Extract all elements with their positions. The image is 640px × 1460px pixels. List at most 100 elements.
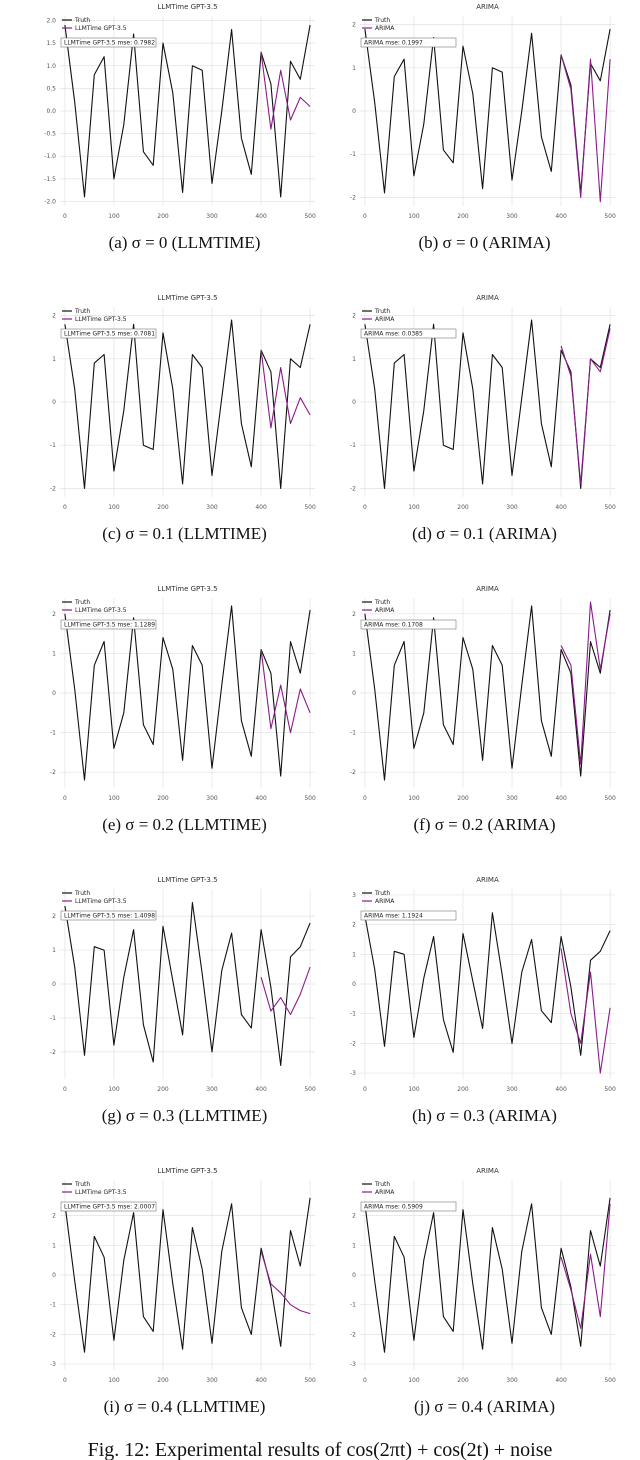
- x-tick-label: 200: [457, 795, 469, 802]
- x-tick-label: 400: [255, 795, 267, 802]
- y-tick-label: 0: [52, 1272, 56, 1279]
- y-tick-label: -2: [50, 485, 56, 492]
- legend-label: LLMTime GPT-3.5: [75, 1189, 127, 1196]
- x-tick-label: 500: [604, 795, 616, 802]
- x-tick-label: 200: [157, 1086, 169, 1093]
- x-tick-label: 300: [506, 1086, 518, 1093]
- y-tick-label: 2: [52, 913, 56, 920]
- series-line: [64, 1197, 311, 1353]
- series-line: [260, 1251, 311, 1315]
- y-tick-label: -3: [350, 1070, 356, 1077]
- subcaption: (e) σ = 0.2 (LLMTIME): [102, 815, 267, 834]
- series-line: [64, 24, 311, 198]
- x-tick-label: 100: [108, 504, 120, 511]
- legend-label: Truth: [374, 890, 390, 897]
- y-tick-label: 0: [352, 981, 356, 988]
- x-tick-label: 200: [457, 504, 469, 511]
- series-line: [260, 350, 311, 429]
- x-tick-label: 100: [408, 213, 420, 220]
- annotation: ARIMA mse: 0.5909: [364, 1204, 423, 1211]
- x-tick-label: 0: [363, 504, 367, 511]
- y-tick-label: 1: [52, 1242, 56, 1249]
- x-tick-label: 500: [304, 504, 316, 511]
- x-tick-label: 400: [255, 1086, 267, 1093]
- chart-title: ARIMA: [476, 3, 499, 11]
- annotation: LLMTime GPT-3.5 mse: 0.7081: [64, 331, 155, 338]
- series-line: [364, 28, 611, 194]
- legend-label: Truth: [374, 17, 390, 24]
- y-tick-label: 2: [52, 1213, 56, 1220]
- x-tick-label: 100: [408, 795, 420, 802]
- y-tick-label: 0: [352, 108, 356, 115]
- y-tick-label: 0: [52, 690, 56, 697]
- series-line: [560, 601, 611, 765]
- x-tick-label: 400: [255, 213, 267, 220]
- y-tick-label: -3: [50, 1361, 56, 1368]
- annotation-box: [60, 1201, 157, 1212]
- y-tick-label: -1: [350, 442, 356, 449]
- legend-label: ARIMA: [375, 607, 395, 614]
- y-tick-label: 0: [352, 399, 356, 406]
- y-tick-label: -2: [350, 1331, 356, 1338]
- legend-label: Truth: [74, 308, 90, 315]
- x-tick-label: 500: [604, 1086, 616, 1093]
- x-tick-label: 100: [108, 213, 120, 220]
- y-tick-label: 2: [352, 22, 356, 29]
- y-tick-label: 0.5: [46, 85, 56, 92]
- chart-title: ARIMA: [476, 585, 499, 593]
- series-line: [560, 1203, 611, 1329]
- y-tick-label: -0.5: [44, 131, 56, 138]
- y-tick-label: -2: [50, 1049, 56, 1056]
- chart-title: ARIMA: [476, 876, 499, 884]
- annotation-box: [360, 910, 457, 921]
- x-tick-label: 0: [63, 1377, 67, 1384]
- x-tick-label: 200: [457, 1377, 469, 1384]
- x-tick-label: 300: [206, 504, 218, 511]
- y-tick-label: -2: [50, 769, 56, 776]
- series-line: [260, 649, 311, 734]
- legend-label: Truth: [374, 308, 390, 315]
- legend-label: LLMTime GPT-3.5: [75, 316, 127, 323]
- y-tick-label: 1.0: [46, 63, 56, 70]
- y-tick-label: -2: [350, 769, 356, 776]
- legend-label: ARIMA: [375, 898, 395, 905]
- chart-title: LLMTime GPT-3.5: [157, 876, 217, 884]
- series-line: [364, 319, 611, 489]
- y-tick-label: 3: [352, 892, 356, 899]
- x-tick-label: 500: [604, 504, 616, 511]
- x-tick-label: 100: [408, 504, 420, 511]
- legend-label: ARIMA: [375, 316, 395, 323]
- x-tick-label: 200: [157, 213, 169, 220]
- legend-label: LLMTime GPT-3.5: [75, 607, 127, 614]
- y-tick-label: -2.0: [44, 198, 56, 205]
- x-tick-label: 300: [206, 213, 218, 220]
- series-line: [364, 1197, 611, 1353]
- legend-label: Truth: [74, 599, 90, 606]
- x-tick-label: 300: [206, 1086, 218, 1093]
- x-tick-label: 0: [63, 795, 67, 802]
- x-tick-label: 100: [108, 1086, 120, 1093]
- chart-title: LLMTime GPT-3.5: [157, 3, 217, 11]
- subcaption: (d) σ = 0.1 (ARIMA): [412, 524, 557, 543]
- series-line: [64, 605, 311, 781]
- x-tick-label: 0: [363, 1086, 367, 1093]
- y-tick-label: 1: [352, 650, 356, 657]
- legend-label: Truth: [74, 890, 90, 897]
- y-tick-label: 2: [52, 313, 56, 320]
- x-tick-label: 400: [255, 1377, 267, 1384]
- x-tick-label: 200: [457, 213, 469, 220]
- x-tick-label: 400: [255, 504, 267, 511]
- x-tick-label: 400: [555, 504, 567, 511]
- legend-label: Truth: [374, 1181, 390, 1188]
- y-tick-label: 2: [52, 611, 56, 618]
- series-line: [260, 966, 311, 1016]
- y-tick-label: 1: [52, 947, 56, 954]
- annotation: LLMTime GPT-3.5 mse: 1.1289: [64, 622, 155, 629]
- chart-title: LLMTime GPT-3.5: [157, 585, 217, 593]
- y-tick-label: 1: [352, 951, 356, 958]
- subcaption: (i) σ = 0.4 (LLMTIME): [104, 1397, 266, 1416]
- y-tick-label: 1: [352, 1242, 356, 1249]
- legend-label: Truth: [374, 599, 390, 606]
- subcaption: (b) σ = 0 (ARIMA): [418, 233, 550, 252]
- annotation-box: [60, 910, 157, 921]
